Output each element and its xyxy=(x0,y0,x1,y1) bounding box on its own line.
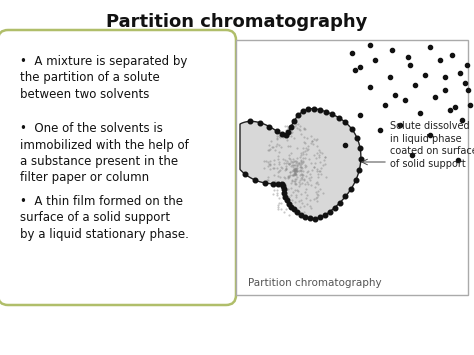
Point xyxy=(342,120,349,125)
Point xyxy=(356,64,364,70)
Point xyxy=(290,118,298,124)
Point xyxy=(316,107,323,113)
Point xyxy=(278,131,286,137)
Point xyxy=(328,111,336,117)
Point xyxy=(336,200,344,205)
Point xyxy=(458,117,466,123)
Point xyxy=(466,102,474,108)
Point xyxy=(454,157,462,163)
Point xyxy=(448,52,456,58)
Point xyxy=(282,194,289,200)
Point xyxy=(426,132,434,138)
Point xyxy=(301,214,309,220)
Point xyxy=(426,44,434,50)
Point xyxy=(281,190,288,196)
FancyBboxPatch shape xyxy=(236,40,468,295)
Point xyxy=(366,84,374,90)
Point xyxy=(371,57,379,63)
Point xyxy=(261,180,269,186)
Point xyxy=(348,50,356,56)
Point xyxy=(376,127,384,133)
Point xyxy=(294,113,302,118)
Point xyxy=(280,186,288,192)
Point xyxy=(297,212,305,218)
Point xyxy=(356,145,364,151)
Point xyxy=(265,124,273,130)
Text: Partition chromatography: Partition chromatography xyxy=(248,278,382,288)
Point xyxy=(401,97,409,103)
Point xyxy=(381,102,389,108)
Point xyxy=(386,74,394,80)
Point xyxy=(241,171,249,177)
Point xyxy=(287,124,295,130)
Point xyxy=(246,119,253,124)
Point xyxy=(421,72,429,78)
Point xyxy=(326,209,334,214)
Text: •  A mixture is separated by
the partition of a solute
between two solvents: • A mixture is separated by the partitio… xyxy=(20,55,187,101)
Point xyxy=(341,142,349,148)
Point xyxy=(441,74,449,80)
Point xyxy=(282,132,290,138)
Point xyxy=(278,181,285,187)
Point xyxy=(321,212,328,218)
Point xyxy=(451,104,459,110)
Point xyxy=(388,47,396,53)
Point xyxy=(335,115,342,120)
Point xyxy=(288,204,295,209)
Point xyxy=(283,198,291,203)
Point xyxy=(273,129,281,134)
Point xyxy=(352,178,360,183)
Point xyxy=(331,205,338,211)
Point xyxy=(431,94,439,100)
Point xyxy=(357,156,365,162)
Text: •  One of the solvents is
immobilized with the help of
a substance present in th: • One of the solvents is immobilized wit… xyxy=(20,122,189,185)
Point xyxy=(351,67,359,73)
Point xyxy=(391,92,399,98)
Text: Solute dissolved
in liquid phase
coated on surface
of solid support: Solute dissolved in liquid phase coated … xyxy=(390,121,474,169)
Point xyxy=(408,152,416,158)
Point xyxy=(348,126,356,132)
Point xyxy=(252,177,259,183)
FancyBboxPatch shape xyxy=(0,30,236,305)
Point xyxy=(463,62,471,68)
Point xyxy=(316,215,324,220)
Point xyxy=(311,216,319,222)
Text: Partition chromatography: Partition chromatography xyxy=(106,13,368,31)
Point xyxy=(356,167,363,173)
Point xyxy=(446,107,454,113)
Point xyxy=(322,109,329,114)
Point xyxy=(274,181,282,187)
Point xyxy=(291,207,298,212)
Point xyxy=(353,135,361,140)
Point xyxy=(342,193,349,199)
Point xyxy=(461,80,469,86)
Point xyxy=(396,122,404,128)
Point xyxy=(347,186,355,192)
Point xyxy=(406,62,414,68)
Point xyxy=(256,120,264,126)
Point xyxy=(279,183,287,189)
Point xyxy=(284,129,292,135)
Point xyxy=(285,201,293,207)
Point xyxy=(416,110,424,116)
Point xyxy=(404,54,412,60)
Point xyxy=(305,106,312,112)
Point xyxy=(356,112,364,118)
Point xyxy=(411,82,419,88)
Point xyxy=(366,42,374,48)
Text: •  A thin film formed on the
surface of a solid support
by a liquid stationary p: • A thin film formed on the surface of a… xyxy=(20,195,189,241)
Point xyxy=(269,181,277,187)
Point xyxy=(464,87,472,93)
Polygon shape xyxy=(240,109,361,219)
Point xyxy=(294,209,301,215)
Point xyxy=(436,57,444,63)
Point xyxy=(299,108,307,114)
Point xyxy=(306,215,314,221)
Point xyxy=(441,87,449,93)
Point xyxy=(456,70,464,76)
Point xyxy=(310,106,318,111)
